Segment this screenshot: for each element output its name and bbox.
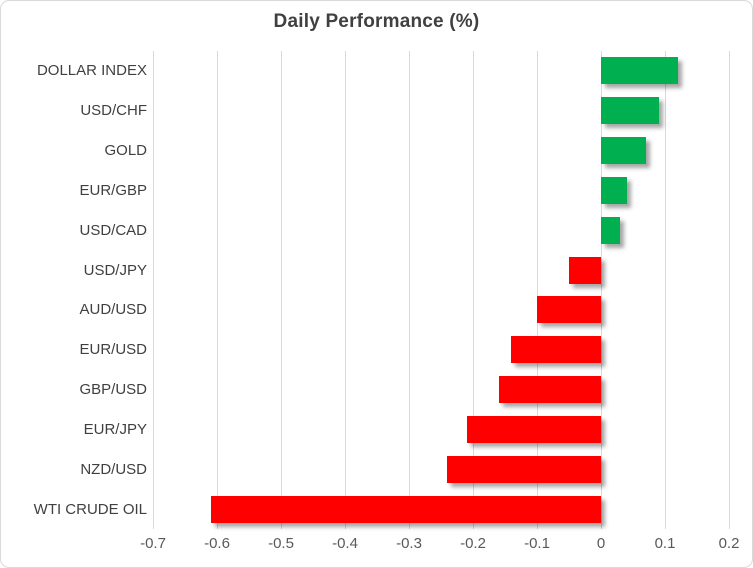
bar-eur-usd [511,336,601,364]
gridline [664,51,666,529]
tick-label: -0.4 [332,535,358,552]
tick-label: 0.1 [654,535,676,552]
category-label: AUD/USD [79,301,147,319]
bar-gold [601,137,646,165]
bar-gbp-usd [498,376,601,404]
category-label: NZD/USD [80,460,147,478]
category-label: GBP/USD [79,381,147,399]
gridline [344,51,346,529]
bar-dollar-index [601,57,678,85]
bar-aud-usd [537,296,601,324]
value-axis: -0.7 -0.6 -0.5 -0.4 -0.3 -0.2 -0.1 0 0.1 0.2 [1,535,752,559]
category-label: WTI CRUDE OIL [33,500,147,518]
category-label: USD/CAD [79,221,147,239]
category-label: DOLLAR INDEX [36,62,147,80]
bar-eur-jpy [466,415,601,443]
gridline [152,51,154,529]
category-axis: DOLLAR INDEX USD/CHF GOLD EUR/GBP USD/CAD USD… [1,51,147,529]
category-label: USD/JPY [83,261,147,279]
tick-label: -0.7 [140,535,166,552]
gridline [472,51,474,529]
gridline [408,51,410,529]
category-label: EUR/USD [79,341,147,359]
gridline [280,51,282,529]
gridline [728,51,730,529]
bar-usd-cad [601,216,621,244]
gridline [216,51,218,529]
category-label: GOLD [104,142,147,160]
bar-usd-jpy [569,256,601,284]
tick-label: 0 [596,535,606,552]
tick-label: 0.2 [718,535,740,552]
category-label: USD/CHF [80,102,147,120]
bar-eur-gbp [601,176,627,204]
plot-area [152,51,730,529]
category-label: EUR/JPY [83,420,147,438]
category-label: EUR/GBP [79,181,147,199]
tick-label: -0.3 [396,535,422,552]
bar-wti-crude-oil [210,495,601,523]
tick-label: -0.5 [268,535,294,552]
bar-usd-chf [601,97,659,125]
gridline [536,51,538,529]
chart-title: Daily Performance (%) [273,11,480,32]
gridline [600,51,602,529]
tick-label: -0.2 [460,535,486,552]
tick-label: -0.6 [204,535,230,552]
bar-nzd-usd [447,455,601,483]
tick-label: -0.1 [524,535,550,552]
